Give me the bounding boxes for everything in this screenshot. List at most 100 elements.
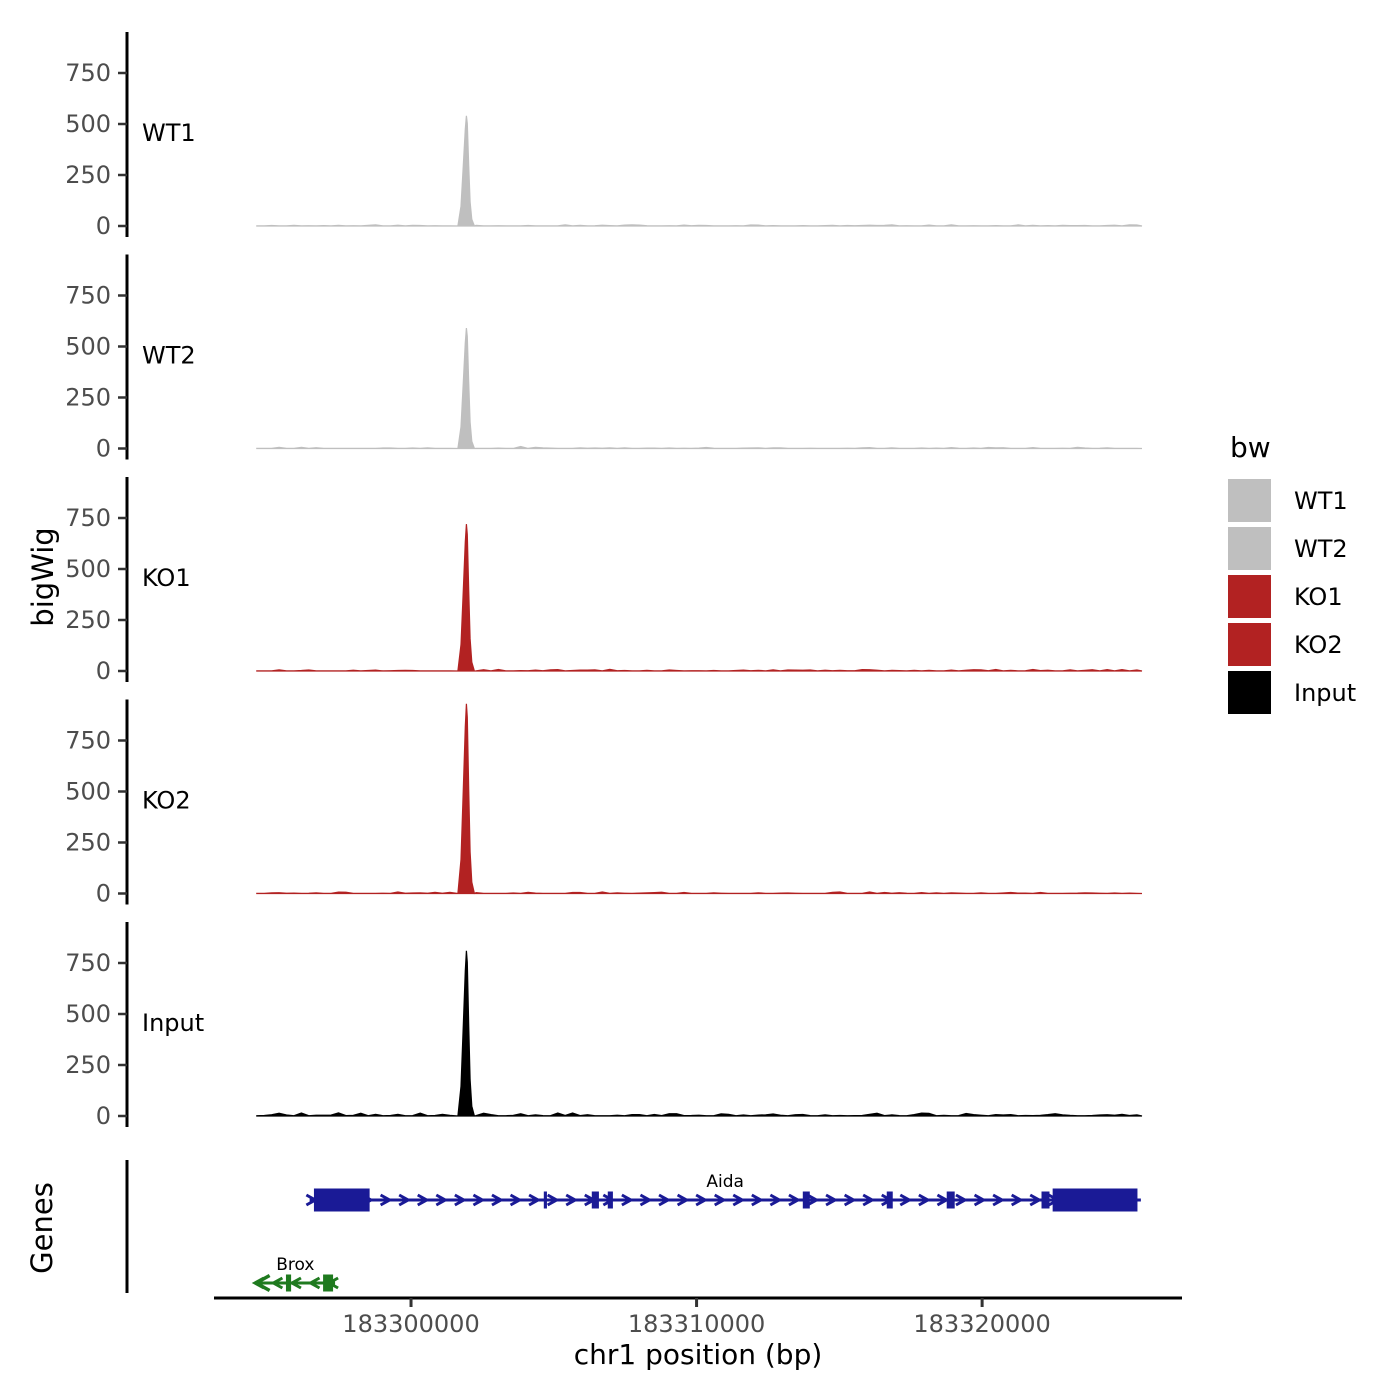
y-axis-title-genes: Genes <box>25 1182 59 1274</box>
coverage-area-input <box>256 950 1143 1117</box>
gene-label-brox: Brox <box>276 1255 314 1275</box>
legend-swatch-ko1 <box>1228 575 1271 618</box>
y-tick-label: 500 <box>65 110 111 138</box>
y-tick-label: 750 <box>65 949 111 977</box>
y-tick-label: 750 <box>65 282 111 310</box>
strand-arrow-right <box>973 1193 987 1207</box>
strand-arrow-right <box>955 1193 969 1207</box>
strand-arrow-left <box>251 1276 265 1290</box>
legend-label: Input <box>1294 678 1357 707</box>
strand-arrow-left <box>270 1276 284 1290</box>
strand-arrow-right <box>417 1193 430 1207</box>
strand-arrow-right <box>992 1193 1006 1207</box>
track-label-ko1: KO1 <box>142 564 191 592</box>
y-tick-label: 750 <box>65 727 111 755</box>
gene-exon-aida <box>591 1191 599 1209</box>
coverage-area-ko1 <box>256 524 1143 672</box>
coverage-area-wt2 <box>256 328 1143 450</box>
strand-arrow-right <box>936 1193 950 1207</box>
strand-arrow-right <box>713 1193 727 1207</box>
y-tick-label: 250 <box>65 1051 111 1079</box>
coverage-area-ko2 <box>256 703 1143 895</box>
legend-item-wt2: WT2 <box>1228 527 1356 570</box>
strand-arrow-right <box>806 1193 820 1207</box>
strand-arrow-right <box>676 1193 690 1207</box>
legend-label: WT1 <box>1294 486 1348 515</box>
y-tick-label: 250 <box>65 829 111 857</box>
strand-arrow-right <box>751 1193 764 1207</box>
strand-arrow-right <box>491 1193 505 1207</box>
gene-exon-aida <box>1052 1188 1138 1212</box>
track-label-ko2: KO2 <box>142 787 191 815</box>
strand-arrow-right <box>472 1193 486 1207</box>
gene-exon-aida <box>313 1188 370 1212</box>
gene-exon-brox <box>323 1274 334 1292</box>
y-tick-label: 0 <box>96 657 111 685</box>
legend-swatch-ko2 <box>1228 623 1271 666</box>
legend-item-wt1: WT1 <box>1228 479 1356 522</box>
legend-title: bw <box>1230 431 1271 464</box>
strand-arrow-right <box>639 1193 653 1207</box>
y-axis-title-bigwig: bigWig <box>26 527 60 627</box>
track-label-wt1: WT1 <box>142 119 196 147</box>
legend-item-input: Input <box>1228 671 1356 714</box>
strand-arrow-right <box>546 1193 560 1207</box>
strand-arrow-right <box>862 1193 876 1207</box>
strand-arrow-right <box>1010 1193 1024 1207</box>
gene-exon-aida <box>543 1191 547 1209</box>
y-tick-label: 500 <box>65 778 111 806</box>
gene-exon-aida <box>607 1191 613 1209</box>
strand-arrow-right <box>825 1193 839 1207</box>
y-tick-label: 500 <box>65 555 111 583</box>
x-axis-title: chr1 position (bp) <box>573 1338 823 1371</box>
y-tick-label: 250 <box>65 161 111 189</box>
strand-arrow-right <box>379 1193 393 1207</box>
strand-arrow-left <box>307 1276 321 1290</box>
strand-arrow-right <box>769 1193 783 1207</box>
y-tick-label: 500 <box>65 1000 111 1028</box>
strand-arrow-right <box>899 1193 913 1207</box>
coverage-area-wt1 <box>256 115 1143 227</box>
gene-exon-brox <box>285 1274 292 1292</box>
legend-swatch-input <box>1228 671 1271 714</box>
legend-label: KO1 <box>1294 582 1343 611</box>
track-label-input: Input <box>142 1009 204 1037</box>
strand-arrow-right <box>788 1193 802 1207</box>
legend-label: KO2 <box>1294 630 1343 659</box>
y-tick-label: 0 <box>96 880 111 908</box>
y-tick-label: 250 <box>65 384 111 412</box>
legend-items: WT1 WT2 KO1 KO2 Input <box>1228 479 1356 714</box>
gene-exon-aida <box>886 1191 893 1209</box>
strand-arrow-right <box>1029 1193 1043 1207</box>
strand-arrow-right <box>732 1193 746 1207</box>
strand-arrow-left <box>288 1276 302 1290</box>
x-tick-label: 183320000 <box>913 1310 1050 1338</box>
strand-arrow-right <box>435 1193 449 1207</box>
strand-arrow-right <box>918 1193 931 1207</box>
track-label-wt2: WT2 <box>142 342 196 370</box>
legend-item-ko1: KO1 <box>1228 575 1356 618</box>
strand-arrow-right <box>843 1193 857 1207</box>
legend-label: WT2 <box>1294 534 1348 563</box>
x-tick-label: 183300000 <box>342 1310 479 1338</box>
y-tick-label: 750 <box>65 59 111 87</box>
strand-arrow-right <box>565 1193 579 1207</box>
legend-item-ko2: KO2 <box>1228 623 1356 666</box>
strand-arrow-right <box>454 1193 467 1207</box>
x-tick-label: 183310000 <box>628 1310 765 1338</box>
y-tick-label: 0 <box>96 435 111 463</box>
y-tick-label: 250 <box>65 606 111 634</box>
strand-arrow-right <box>621 1193 634 1207</box>
y-tick-label: 750 <box>65 504 111 532</box>
strand-arrow-right <box>528 1193 542 1207</box>
y-tick-label: 0 <box>96 212 111 240</box>
gene-exon-aida <box>946 1191 955 1209</box>
legend-swatch-wt2 <box>1228 527 1271 570</box>
y-tick-label: 500 <box>65 333 111 361</box>
strand-arrow-right <box>658 1193 672 1207</box>
legend-swatch-wt1 <box>1228 479 1271 522</box>
gene-exon-aida <box>1041 1191 1050 1209</box>
gene-label-aida: Aida <box>706 1172 744 1192</box>
